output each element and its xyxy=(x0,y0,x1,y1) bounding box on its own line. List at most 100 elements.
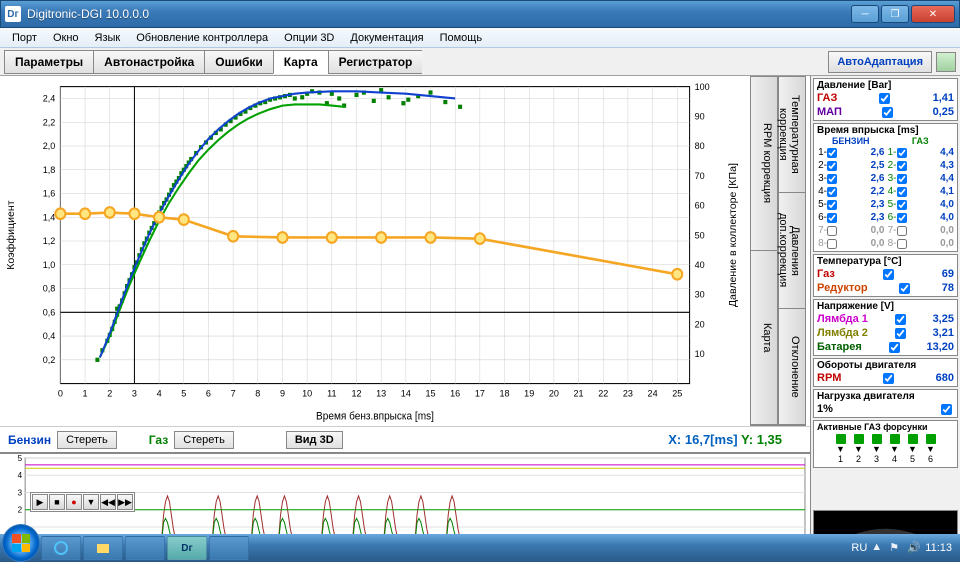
view3d-button[interactable]: Вид 3D xyxy=(286,431,343,449)
svg-text:70: 70 xyxy=(695,171,705,181)
strip-down-button[interactable]: ▼ xyxy=(83,494,99,510)
sidetab-map[interactable]: Карта xyxy=(751,251,777,425)
strip-play-button[interactable]: ▶ xyxy=(32,494,48,510)
svg-text:20: 20 xyxy=(549,388,559,398)
menu-update[interactable]: Обновление контроллера xyxy=(128,30,276,46)
tab-recorder[interactable]: Регистратор xyxy=(328,50,423,74)
svg-text:Коэффициент: Коэффициент xyxy=(5,200,17,270)
temp-panel: Температура [°C] Газ69 Редуктор78 xyxy=(813,254,958,297)
tray-icon[interactable]: ⚑ xyxy=(889,541,903,555)
svg-text:23: 23 xyxy=(623,388,633,398)
erase-gas-button[interactable]: Стереть xyxy=(174,431,234,449)
load-panel: Нагрузка двигателя 1% xyxy=(813,389,958,418)
svg-text:22: 22 xyxy=(598,388,608,398)
svg-text:12: 12 xyxy=(351,388,361,398)
menu-port[interactable]: Порт xyxy=(4,30,45,46)
svg-text:50: 50 xyxy=(695,230,705,240)
svg-text:17: 17 xyxy=(475,388,485,398)
svg-text:25: 25 xyxy=(672,388,682,398)
tab-params[interactable]: Параметры xyxy=(4,50,93,74)
menu-help[interactable]: Помощь xyxy=(432,30,491,46)
svg-text:18: 18 xyxy=(500,388,510,398)
window-titlebar: Dг Digitronic-DGI 10.0.0.0 ─ ❐ ✕ xyxy=(0,0,960,28)
strip-rew-button[interactable]: ◀◀ xyxy=(100,494,116,510)
svg-text:15: 15 xyxy=(425,388,435,398)
svg-text:8: 8 xyxy=(255,388,260,398)
svg-text:16: 16 xyxy=(450,388,460,398)
refresh-button[interactable] xyxy=(936,52,956,72)
svg-text:5: 5 xyxy=(181,388,186,398)
svg-text:40: 40 xyxy=(695,260,705,270)
minimize-button[interactable]: ─ xyxy=(851,5,879,23)
autoadapt-button[interactable]: АвтоАдаптация xyxy=(828,51,932,73)
maximize-button[interactable]: ❐ xyxy=(881,5,909,23)
sidetab-deviation[interactable]: Отклонение xyxy=(779,309,805,425)
sidetab-rpm[interactable]: RPM коррекция xyxy=(751,77,777,251)
tray-clock[interactable]: 11:13 xyxy=(925,542,952,554)
rpm-check[interactable] xyxy=(883,373,894,384)
svg-text:1,6: 1,6 xyxy=(43,188,56,198)
start-button[interactable] xyxy=(2,524,40,562)
volt-l1-check[interactable] xyxy=(895,314,906,325)
sidetab-temp[interactable]: Температурная коррекция xyxy=(779,77,805,193)
svg-text:21: 21 xyxy=(574,388,584,398)
system-tray[interactable]: RU ▲ ⚑ 🔊 11:13 xyxy=(845,541,958,555)
taskbar-app1[interactable] xyxy=(125,536,165,560)
strip-stop-button[interactable]: ■ xyxy=(49,494,65,510)
strip-fwd-button[interactable]: ▶▶ xyxy=(117,494,133,510)
strip-record-button[interactable]: ● xyxy=(66,494,82,510)
svg-text:24: 24 xyxy=(648,388,658,398)
svg-text:2,4: 2,4 xyxy=(43,93,56,103)
tray-icon[interactable]: ▲ xyxy=(871,541,885,555)
taskbar-ie[interactable] xyxy=(41,536,81,560)
tab-bar: Параметры Автонастройка Ошибки Карта Рег… xyxy=(0,48,960,76)
pressure-map-check[interactable] xyxy=(882,107,893,118)
temp-red-check[interactable] xyxy=(899,283,910,294)
inj-time-panel: Время впрыска [ms] БЕНЗИН1-2,62-2,53-2,6… xyxy=(813,123,958,252)
menu-window[interactable]: Окно xyxy=(45,30,87,46)
tab-map[interactable]: Карта xyxy=(273,50,328,74)
svg-text:11: 11 xyxy=(327,388,336,398)
tray-icon[interactable]: 🔊 xyxy=(907,541,921,555)
taskbar-explorer[interactable] xyxy=(83,536,123,560)
tab-autotune[interactable]: Автонастройка xyxy=(93,50,204,74)
info-sidebar: Давление [Bar] ГАЗ1,41 МАП0,25 Время впр… xyxy=(810,76,960,562)
volt-l2-check[interactable] xyxy=(895,328,906,339)
svg-text:Давление в коллекторе [КПа]: Давление в коллекторе [КПа] xyxy=(728,163,739,307)
menu-3d[interactable]: Опции 3D xyxy=(276,30,342,46)
svg-text:7: 7 xyxy=(231,388,236,398)
svg-text:2,2: 2,2 xyxy=(43,117,56,127)
temp-gaz-check[interactable] xyxy=(883,269,894,280)
svg-text:9: 9 xyxy=(280,388,285,398)
svg-text:0,4: 0,4 xyxy=(43,331,56,341)
menu-language[interactable]: Язык xyxy=(87,30,129,46)
tray-lang[interactable]: RU xyxy=(851,542,867,554)
svg-text:3: 3 xyxy=(18,489,23,498)
window-title: Digitronic-DGI 10.0.0.0 xyxy=(27,7,851,21)
menu-bar: Порт Окно Язык Обновление контроллера Оп… xyxy=(0,28,960,48)
load-check[interactable] xyxy=(941,404,952,415)
svg-text:5: 5 xyxy=(18,454,23,463)
svg-text:19: 19 xyxy=(524,388,534,398)
cursor-coords: X: 16,7[ms] Y: 1,35 xyxy=(668,432,782,447)
svg-text:1,0: 1,0 xyxy=(43,260,56,270)
taskbar-app2[interactable] xyxy=(209,536,249,560)
sidetab-pressure[interactable]: Давления доп.коррекция xyxy=(779,193,805,309)
pressure-panel: Давление [Bar] ГАЗ1,41 МАП0,25 xyxy=(813,78,958,121)
svg-text:0,8: 0,8 xyxy=(43,284,56,294)
erase-benzin-button[interactable]: Стереть xyxy=(57,431,117,449)
chart-controls: Бензин Стереть Газ Стереть Вид 3D X: 16,… xyxy=(0,426,810,452)
menu-docs[interactable]: Документация xyxy=(342,30,431,46)
pressure-gaz-check[interactable] xyxy=(879,93,890,104)
svg-text:4: 4 xyxy=(18,471,23,480)
taskbar-app-digitronic[interactable]: Dг xyxy=(167,536,207,560)
svg-text:0,6: 0,6 xyxy=(43,307,56,317)
svg-text:2: 2 xyxy=(107,388,112,398)
volt-bat-check[interactable] xyxy=(889,342,900,353)
taskbar: Dг RU ▲ ⚑ 🔊 11:13 xyxy=(0,534,960,562)
main-chart[interactable]: 0123456789101112131415161718192021222324… xyxy=(0,76,750,426)
tab-errors[interactable]: Ошибки xyxy=(204,50,273,74)
svg-text:80: 80 xyxy=(695,141,705,151)
rpm-panel: Обороты двигателя RPM680 xyxy=(813,358,958,387)
close-button[interactable]: ✕ xyxy=(911,5,955,23)
